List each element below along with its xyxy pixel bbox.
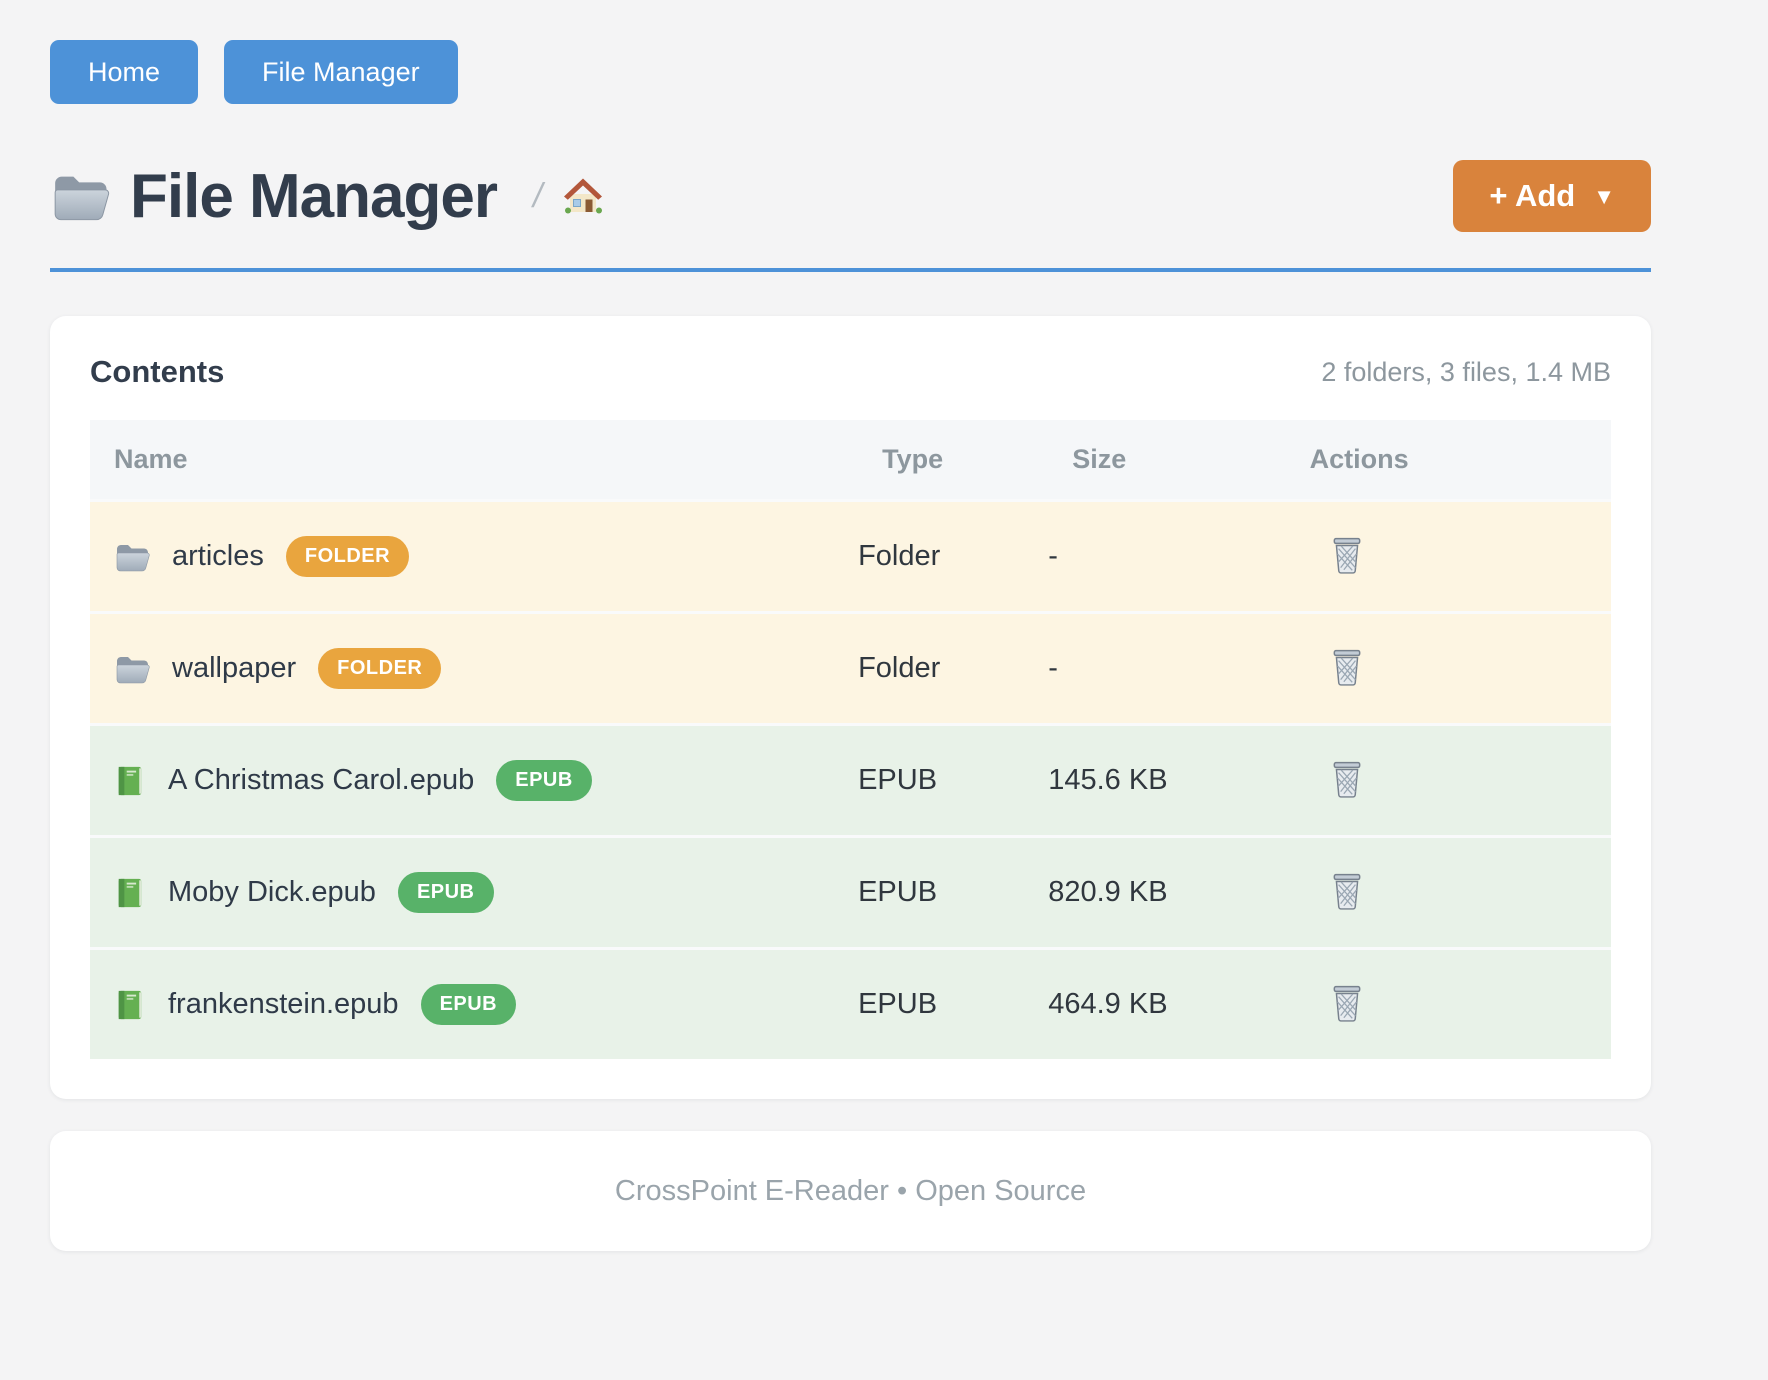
type-cell: EPUB: [858, 988, 938, 1020]
type-cell: EPUB: [858, 764, 938, 796]
size-cell: 464.9 KB: [1048, 988, 1168, 1020]
top-nav: Home File Manager: [50, 0, 1651, 104]
column-header-type: Type: [882, 444, 944, 474]
column-header-name: Name: [114, 444, 188, 474]
epub-badge: EPUB: [496, 760, 592, 801]
nav-file-manager-button[interactable]: File Manager: [224, 40, 458, 104]
title-group: File Manager /: [50, 161, 604, 232]
folder-icon: [114, 653, 150, 685]
size-cell: 820.9 KB: [1048, 876, 1168, 908]
table-row-wallpaper: wallpaper FOLDER Folder -: [90, 612, 1611, 725]
footer: CrossPoint E-Reader • Open Source: [50, 1131, 1651, 1251]
table-row-moby-dick: Moby Dick.epub EPUB EPUB 820.9 KB: [90, 836, 1611, 949]
table-row-christmas-carol: A Christmas Carol.epub EPUB EPUB 145.6 K…: [90, 724, 1611, 837]
header-divider: [50, 268, 1651, 272]
add-button-label: + Add: [1489, 178, 1576, 213]
delete-button[interactable]: [1328, 758, 1366, 803]
file-name-link[interactable]: articles: [172, 540, 264, 572]
delete-button[interactable]: [1328, 982, 1366, 1027]
epub-badge: EPUB: [420, 984, 517, 1025]
green-book-icon: [114, 876, 146, 910]
folder-icon: [114, 541, 150, 573]
footer-text: CrossPoint E-Reader • Open Source: [614, 1174, 1087, 1207]
column-header-actions: Actions: [1309, 444, 1409, 474]
trash-icon: [1333, 761, 1360, 798]
trash-icon: [1333, 537, 1360, 574]
folder-badge: FOLDER: [318, 648, 442, 689]
card-header: Contents 2 folders, 3 files, 1.4 MB: [90, 354, 1611, 390]
size-cell: -: [1048, 540, 1058, 572]
table-row-frankenstein: frankenstein.epub EPUB EPUB 464.9 KB: [90, 948, 1611, 1059]
type-cell: Folder: [858, 652, 941, 684]
trash-icon: [1333, 649, 1360, 686]
page-header: File Manager / + Add ▼: [50, 160, 1651, 232]
page-container: Home File Manager File Manager / + Add ▼…: [50, 0, 1651, 1251]
column-header-size: Size: [1072, 444, 1127, 474]
caret-down-icon: ▼: [1593, 184, 1615, 209]
green-book-icon: [114, 988, 146, 1022]
delete-button[interactable]: [1328, 534, 1366, 579]
contents-card: Contents 2 folders, 3 files, 1.4 MB Name…: [50, 316, 1651, 1099]
delete-button[interactable]: [1328, 870, 1366, 915]
delete-button[interactable]: [1328, 646, 1366, 691]
breadcrumb-home-link[interactable]: [562, 176, 604, 216]
breadcrumb-separator: /: [533, 176, 543, 215]
file-name-link[interactable]: wallpaper: [172, 652, 297, 684]
type-cell: Folder: [858, 540, 941, 572]
house-icon: [563, 178, 603, 214]
size-cell: 145.6 KB: [1048, 764, 1168, 796]
file-name-link[interactable]: A Christmas Carol.epub: [168, 764, 475, 796]
table-header-row: Name Type Size Actions: [90, 420, 1611, 501]
contents-summary: 2 folders, 3 files, 1.4 MB: [1321, 356, 1611, 387]
epub-badge: EPUB: [397, 872, 494, 913]
add-button[interactable]: + Add ▼: [1453, 160, 1651, 232]
type-cell: EPUB: [858, 876, 938, 908]
green-book-icon: [114, 764, 146, 798]
page-title: File Manager: [130, 161, 498, 231]
file-name-link[interactable]: frankenstein.epub: [168, 988, 399, 1020]
open-folder-icon: [50, 170, 110, 223]
folder-badge: FOLDER: [285, 536, 410, 577]
contents-heading: Contents: [90, 354, 225, 389]
nav-home-button[interactable]: Home: [50, 40, 199, 104]
trash-icon: [1333, 985, 1360, 1022]
trash-icon: [1333, 873, 1360, 910]
file-name-link[interactable]: Moby Dick.epub: [168, 876, 376, 908]
file-table: Name Type Size Actions articles FOLDER F…: [90, 420, 1611, 1059]
table-row-articles: articles FOLDER Folder -: [90, 500, 1611, 613]
size-cell: -: [1048, 652, 1058, 684]
